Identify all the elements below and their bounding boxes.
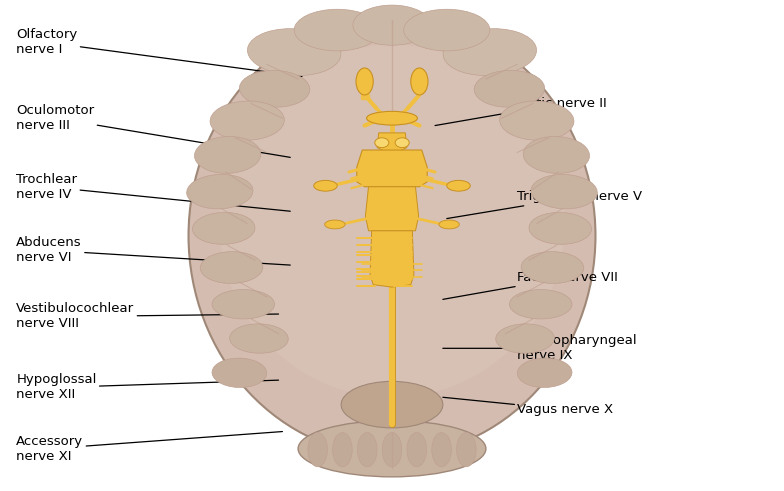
Ellipse shape	[404, 9, 490, 51]
Text: Trochlear
nerve IV: Trochlear nerve IV	[16, 173, 290, 211]
Ellipse shape	[439, 220, 459, 229]
Text: Abducens
nerve VI: Abducens nerve VI	[16, 236, 290, 265]
Text: Optic nerve II: Optic nerve II	[435, 97, 607, 126]
Ellipse shape	[495, 324, 554, 353]
Ellipse shape	[314, 180, 337, 191]
Ellipse shape	[187, 174, 253, 209]
Ellipse shape	[456, 433, 476, 467]
Ellipse shape	[474, 70, 545, 107]
Ellipse shape	[188, 15, 596, 456]
Ellipse shape	[447, 180, 470, 191]
Ellipse shape	[219, 45, 565, 397]
Ellipse shape	[523, 136, 590, 173]
Ellipse shape	[499, 101, 574, 140]
Text: Vagus nerve X: Vagus nerve X	[443, 397, 613, 416]
Text: Hypoglossal
nerve XII: Hypoglossal nerve XII	[16, 374, 278, 402]
Polygon shape	[365, 187, 419, 231]
Text: Vestibulocochlear
nerve VIII: Vestibulocochlear nerve VIII	[16, 302, 278, 330]
Text: Olfactory
nerve I: Olfactory nerve I	[16, 28, 302, 77]
Ellipse shape	[356, 68, 373, 95]
Ellipse shape	[308, 433, 328, 467]
Ellipse shape	[529, 213, 591, 245]
Ellipse shape	[248, 28, 341, 76]
Ellipse shape	[411, 68, 428, 95]
Ellipse shape	[298, 420, 486, 477]
Ellipse shape	[358, 433, 377, 467]
Ellipse shape	[212, 358, 267, 387]
Ellipse shape	[375, 138, 389, 148]
Ellipse shape	[383, 433, 401, 467]
Ellipse shape	[200, 251, 263, 283]
Ellipse shape	[294, 9, 380, 51]
Polygon shape	[357, 150, 427, 187]
Ellipse shape	[230, 324, 289, 353]
Ellipse shape	[332, 433, 352, 467]
Ellipse shape	[517, 358, 572, 387]
Ellipse shape	[407, 433, 426, 467]
Ellipse shape	[212, 290, 274, 319]
Ellipse shape	[521, 251, 584, 283]
Ellipse shape	[353, 5, 431, 45]
Text: Facial nerve VII: Facial nerve VII	[443, 271, 618, 300]
Ellipse shape	[194, 136, 261, 173]
Ellipse shape	[341, 382, 443, 428]
Ellipse shape	[395, 138, 409, 148]
Ellipse shape	[210, 101, 285, 140]
Ellipse shape	[367, 111, 417, 125]
Text: Accessory
nerve XI: Accessory nerve XI	[16, 432, 282, 463]
Text: Glossopharyngeal
nerve IX: Glossopharyngeal nerve IX	[443, 334, 637, 362]
Ellipse shape	[432, 433, 452, 467]
Ellipse shape	[239, 70, 310, 107]
Ellipse shape	[531, 174, 597, 209]
Ellipse shape	[193, 213, 255, 245]
Polygon shape	[377, 133, 407, 151]
Ellipse shape	[510, 290, 572, 319]
Text: Trigeminal nerve V: Trigeminal nerve V	[447, 190, 642, 218]
Polygon shape	[370, 231, 414, 287]
Ellipse shape	[325, 220, 345, 229]
Ellipse shape	[443, 28, 536, 76]
Text: Oculomotor
nerve III: Oculomotor nerve III	[16, 104, 290, 158]
